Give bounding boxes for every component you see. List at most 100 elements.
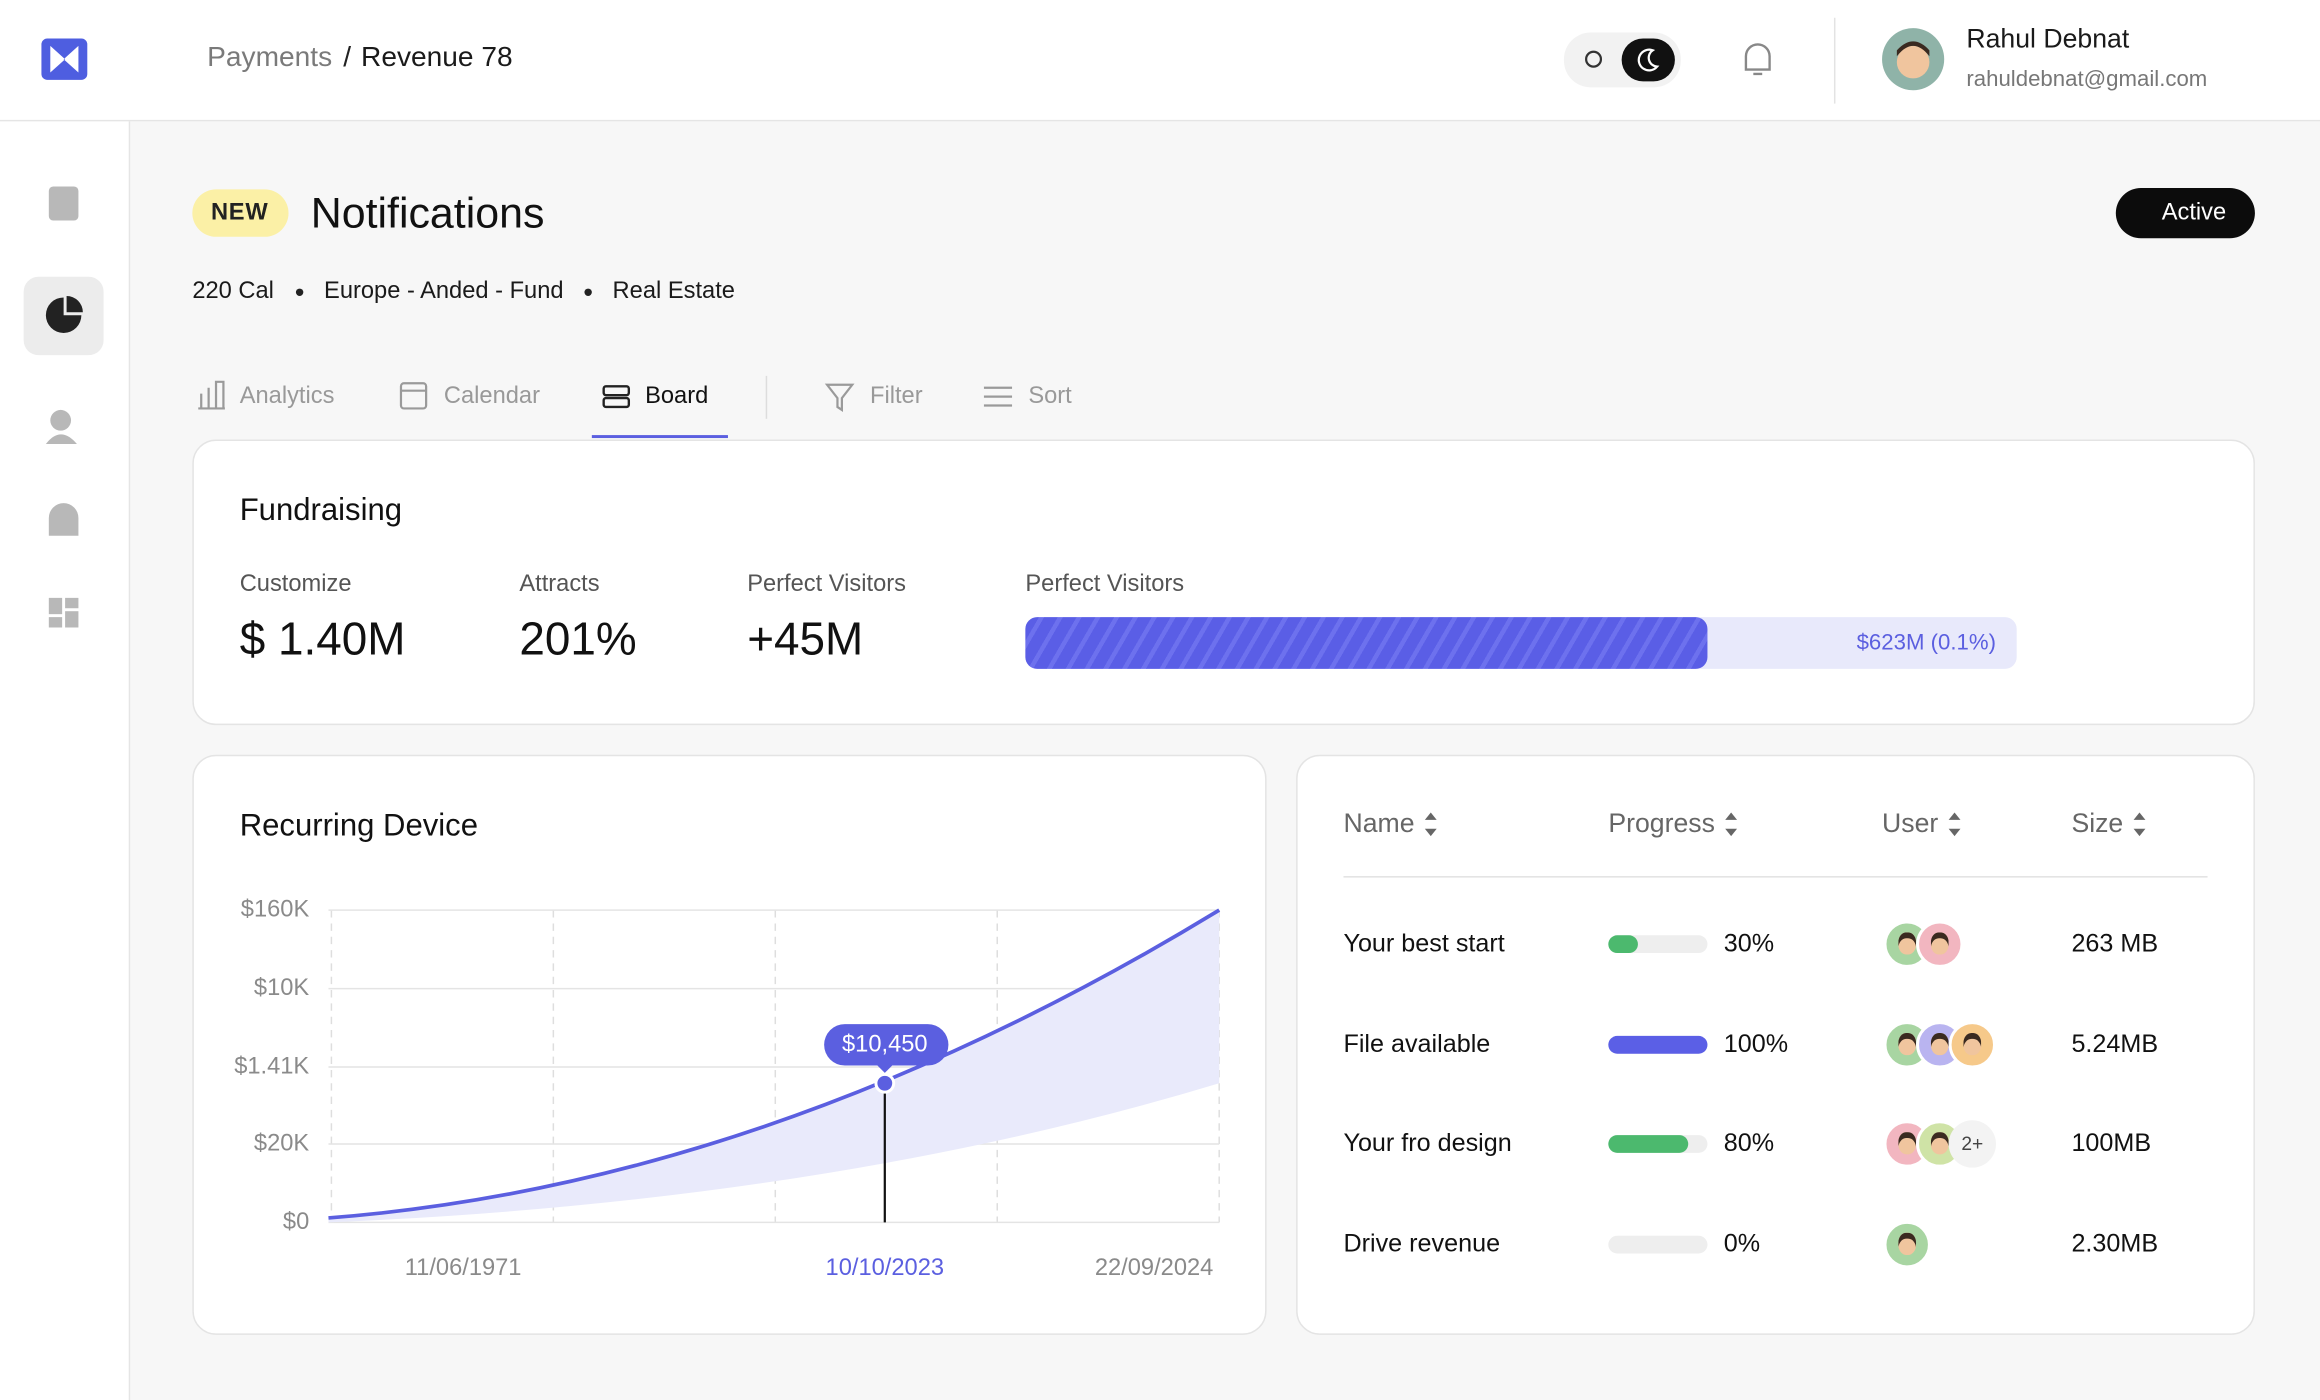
badge — [192, 189, 289, 237]
row-avatar[interactable] — [1916, 920, 1964, 968]
row-size: 100MB — [2071, 1128, 2152, 1157]
chart-icon[interactable] — [45, 297, 82, 333]
y-tick-label: $20K — [253, 1131, 310, 1157]
doc-icon[interactable] — [48, 186, 79, 221]
card-title: Fundraising — [239, 493, 403, 528]
sort-arrows — [1424, 812, 1437, 820]
avatar-face — [1930, 932, 1949, 955]
bell-icon[interactable] — [48, 503, 79, 536]
column-header[interactable]: User — [1882, 808, 1939, 838]
avatar-face — [1963, 1032, 1982, 1056]
sidebar — [0, 0, 131, 1400]
breadcrumb-current: Revenue 78 — [361, 42, 513, 74]
sort-arrows — [1424, 828, 1437, 837]
chart-point[interactable] — [874, 1072, 896, 1094]
status-pill[interactable] — [2115, 187, 2255, 239]
progress-fill — [1608, 935, 1639, 954]
sort-arrows — [1948, 812, 1961, 820]
more-avatar — [1948, 1120, 1996, 1168]
y-tick-label: $160K — [240, 897, 310, 923]
column-header[interactable]: Name — [1343, 808, 1415, 838]
column-header[interactable]: Progress — [1608, 808, 1715, 838]
avatar-face — [1930, 1032, 1949, 1056]
chart-line — [328, 908, 1221, 1220]
meta-item: 220 Cal — [192, 278, 274, 304]
breadcrumb-separator: / — [343, 42, 352, 74]
avatar-face — [1898, 1032, 1917, 1056]
page-title: Notifications — [310, 190, 545, 238]
users-icon[interactable] — [50, 409, 72, 431]
avatar-face — [1898, 932, 1917, 955]
y-tick-label: $0 — [282, 1209, 310, 1235]
row-name: File available — [1343, 1029, 1491, 1058]
stat-label: Customize — [239, 571, 352, 598]
more-users: 2+ — [1961, 1132, 1984, 1155]
meta-bullet — [584, 288, 592, 296]
stat-label: Perfect Visitors — [747, 571, 906, 598]
badge-label: NEW — [210, 200, 269, 226]
column-header[interactable]: Size — [2071, 808, 2124, 838]
progress-label: 80% — [1723, 1128, 1775, 1157]
tool-button[interactable]: Filter — [870, 383, 923, 410]
row-size: 2.30MB — [2071, 1229, 2159, 1258]
row-name: Your fro design — [1343, 1128, 1512, 1157]
user-email: rahuldebnat@gmail.com — [1966, 66, 2208, 92]
tooltip — [824, 1024, 949, 1066]
stat-value: 201% — [519, 613, 637, 666]
row-avatar[interactable] — [1948, 1021, 1996, 1069]
meta-bullet — [295, 288, 304, 296]
user-name: Rahul Debnat — [1966, 23, 2130, 54]
table-divider — [1343, 876, 2208, 878]
y-tick-label: $1.41K — [234, 1054, 310, 1080]
meta-item: Europe - Anded - Fund — [324, 278, 564, 304]
stat-value: $ 1.40M — [239, 613, 406, 666]
meta-item: Real Estate — [612, 278, 735, 304]
status-label: Active — [2161, 200, 2227, 226]
progress-fill — [1608, 1035, 1708, 1054]
stat-value: +45M — [747, 613, 864, 666]
x-tick-label: 11/06/1971 — [404, 1255, 522, 1281]
grid-icon[interactable] — [48, 597, 79, 628]
tab[interactable]: Board — [645, 383, 709, 410]
progress-label: 100% — [1723, 1029, 1789, 1058]
tab[interactable]: Analytics — [239, 383, 335, 410]
logo — [41, 38, 88, 80]
card-title: Recurring Device — [239, 808, 479, 843]
x-tick-label: 22/09/2024 — [1094, 1255, 1214, 1281]
row-size: 263 MB — [2071, 929, 2159, 958]
progress-label: 0% — [1723, 1229, 1761, 1258]
notification-bell[interactable] — [1744, 43, 1771, 76]
sort-arrows — [1725, 812, 1738, 820]
row-name: Drive revenue — [1343, 1229, 1501, 1258]
stat-label: Perfect Visitors — [1025, 571, 1185, 598]
row-size: 5.24MB — [2071, 1029, 2159, 1058]
sort-arrows — [2133, 828, 2146, 837]
breadcrumb-parent[interactable]: Payments — [207, 42, 333, 74]
tool-button[interactable]: Sort — [1028, 383, 1072, 410]
bar-label: $623M (0.1%) — [1856, 630, 1996, 656]
progress-track — [1608, 1235, 1708, 1254]
tab[interactable]: Calendar — [443, 383, 540, 410]
tooltip-label: $10,450 — [842, 1032, 928, 1058]
row-avatar[interactable] — [1883, 1220, 1931, 1269]
fundraising-card — [192, 439, 2255, 726]
x-tick-label: 10/10/2023 — [825, 1255, 945, 1281]
avatar-face — [1898, 1232, 1917, 1255]
chart-area — [328, 910, 1220, 1223]
avatar-face — [1930, 1132, 1949, 1155]
progress-fill — [1608, 1135, 1688, 1153]
row-name: Your best start — [1343, 929, 1505, 958]
table-card — [1296, 754, 2255, 1335]
sort-arrows — [1725, 828, 1738, 837]
avatar-face — [1898, 1132, 1917, 1155]
sort-arrows — [2133, 812, 2146, 820]
y-tick-label: $10K — [253, 975, 310, 1002]
stat-label: Attracts — [519, 571, 600, 598]
sort-arrows — [1948, 828, 1961, 837]
fund-bar-fill — [1025, 617, 1708, 669]
progress-label: 30% — [1723, 929, 1775, 958]
